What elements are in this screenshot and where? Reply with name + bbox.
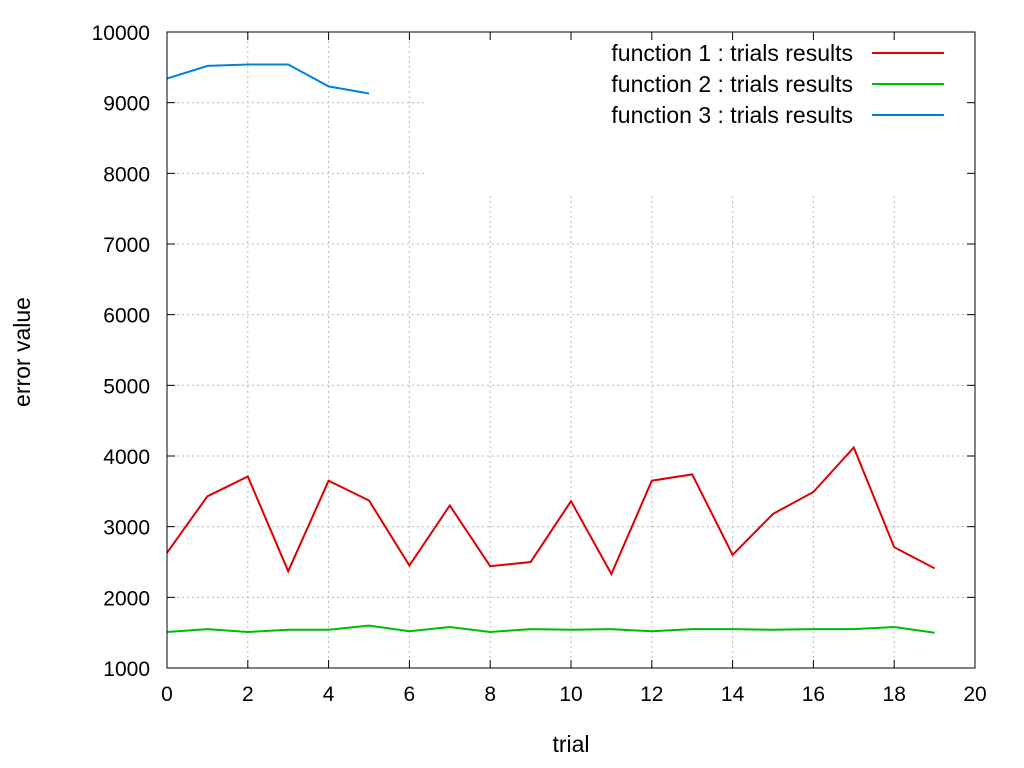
- x-tick-label: 14: [721, 683, 745, 706]
- x-tick-label: 18: [883, 683, 906, 706]
- y-tick-label: 9000: [103, 93, 150, 116]
- y-tick-label: 2000: [103, 587, 150, 610]
- y-tick-label: 5000: [103, 375, 150, 398]
- series-line-1: [166, 445, 936, 577]
- x-tick-label: 6: [404, 683, 416, 706]
- x-tick-label: 10: [559, 683, 582, 706]
- y-tick-label: 1000: [103, 658, 150, 681]
- legend-label-3: function 3 : trials results: [611, 102, 853, 128]
- legend: function 1 : trials results function 2 : …: [611, 40, 944, 128]
- x-tick-label: 4: [323, 683, 335, 706]
- y-tick-label: 7000: [103, 234, 150, 257]
- x-tick-label: 12: [640, 683, 663, 706]
- x-axis-ticks: 0 2 4 6 8 10 12 14 16 18 20: [161, 32, 987, 706]
- y-tick-label: 10000: [92, 22, 150, 45]
- y-tick-label: 6000: [103, 305, 150, 328]
- series-lines: [166, 63, 936, 634]
- x-tick-label: 0: [161, 683, 173, 706]
- y-tick-label: 3000: [103, 517, 150, 540]
- x-tick-label: 16: [802, 683, 825, 706]
- x-tick-label: 20: [963, 683, 986, 706]
- y-axis-label: error value: [9, 297, 35, 407]
- y-tick-label: 8000: [103, 163, 150, 186]
- y-axis-ticks: 1000 2000 3000 4000 5000 6000 7000 8000 9000 1000…: [92, 22, 975, 681]
- x-axis-label: trial: [552, 731, 589, 757]
- series-line-2: [166, 624, 935, 634]
- x-tick-label: 2: [242, 683, 254, 706]
- legend-label-1: function 1 : trials results: [611, 40, 853, 66]
- y-tick-label: 4000: [103, 446, 150, 469]
- series-line-3: [166, 63, 370, 95]
- x-tick-label: 8: [484, 683, 496, 706]
- grid-lines: [167, 32, 975, 668]
- legend-label-2: function 2 : trials results: [611, 71, 853, 97]
